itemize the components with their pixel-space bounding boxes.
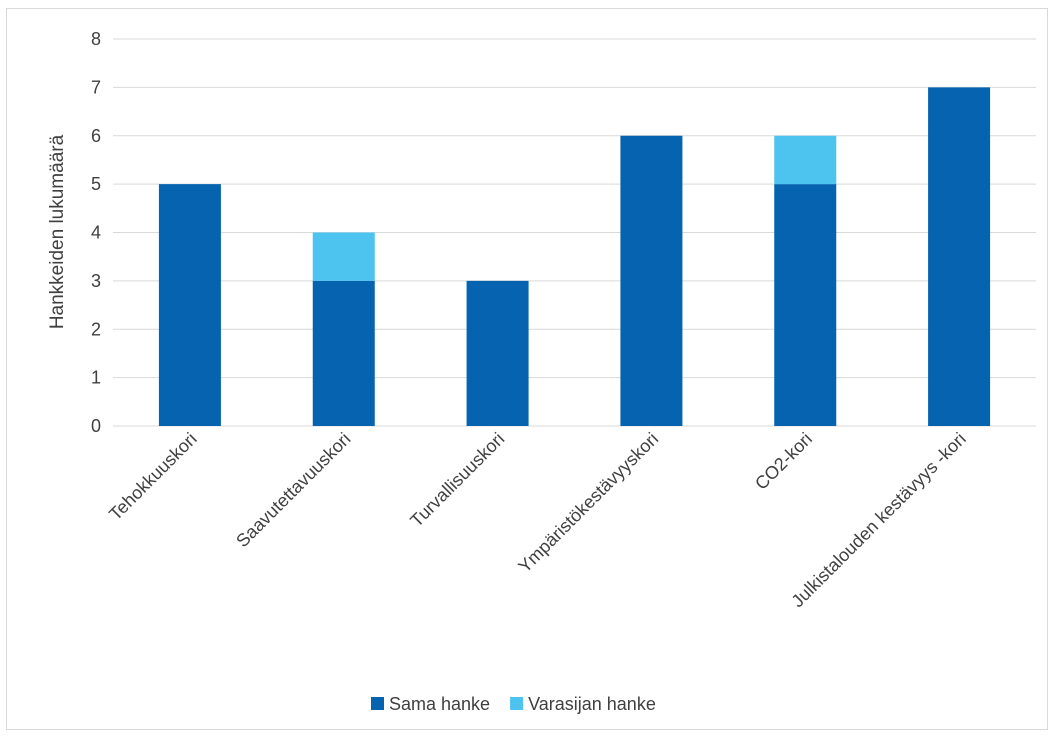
y-axis-title: Hankkeiden lukumäärä [47, 134, 68, 329]
x-tick-label: Saavutettavuuskori [232, 429, 354, 551]
y-tick-label: 0 [91, 416, 101, 436]
bar-segment [312, 232, 375, 281]
x-tick-label: Julkistalouden kestävyys -kori [787, 429, 970, 612]
legend-swatch [371, 697, 384, 710]
y-tick-label: 5 [91, 174, 101, 194]
bar-segment [312, 280, 375, 426]
x-tick-label: Tehokkuuskori [105, 429, 201, 525]
bar-segment [928, 87, 991, 426]
legend-label: Varasijan hanke [528, 694, 656, 714]
y-tick-label: 8 [91, 29, 101, 49]
y-tick-label: 4 [91, 223, 101, 243]
x-tick-labels: Tehokkuuskori Saavutettavuuskori Turvallis… [105, 429, 970, 612]
legend-label: Sama hanke [389, 694, 490, 714]
y-tick-label: 3 [91, 271, 101, 291]
x-tick-label: Ympäristökestävyyskori [514, 429, 662, 577]
y-tick-label: 1 [91, 368, 101, 388]
y-tick-labels: 0 1 2 3 4 5 6 7 8 [91, 29, 101, 436]
bar-segment [158, 184, 221, 426]
x-tick-label: CO2-kori [751, 429, 816, 494]
bar-segment [774, 135, 837, 185]
bar-segment [466, 280, 529, 426]
y-tick-label: 6 [91, 126, 101, 146]
x-tick-label: Turvallisuuskori [406, 429, 508, 531]
bars [158, 87, 991, 426]
gridlines [113, 38, 1036, 427]
bar-segment [620, 135, 683, 426]
bar-segment [774, 184, 837, 426]
y-tick-label: 7 [91, 77, 101, 97]
legend-swatch [510, 697, 524, 710]
y-tick-label: 2 [91, 319, 101, 339]
legend: Sama hanke Varasijan hanke [371, 694, 656, 714]
chart-frame [6, 8, 1048, 730]
